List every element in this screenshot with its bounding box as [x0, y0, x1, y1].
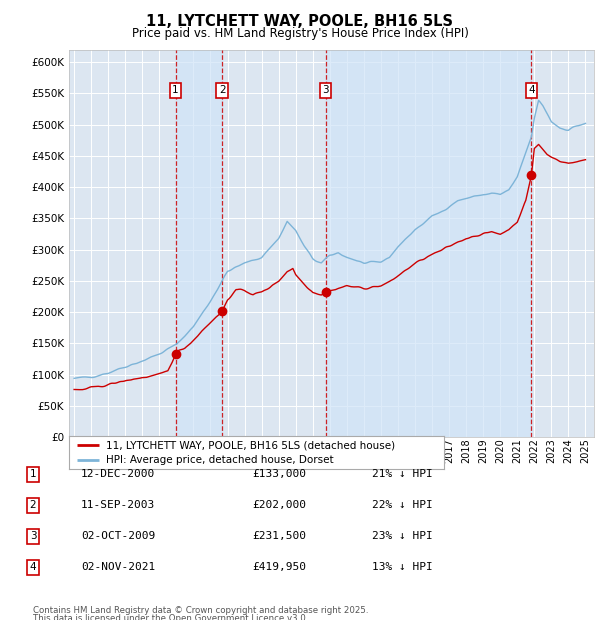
Text: 11, LYTCHETT WAY, POOLE, BH16 5LS (detached house): 11, LYTCHETT WAY, POOLE, BH16 5LS (detac…: [107, 440, 395, 450]
Text: 1: 1: [172, 86, 179, 95]
Text: 12-DEC-2000: 12-DEC-2000: [81, 469, 155, 479]
Text: 23% ↓ HPI: 23% ↓ HPI: [372, 531, 433, 541]
Text: 11-SEP-2003: 11-SEP-2003: [81, 500, 155, 510]
Text: Contains HM Land Registry data © Crown copyright and database right 2025.: Contains HM Land Registry data © Crown c…: [33, 606, 368, 616]
Text: 3: 3: [322, 86, 329, 95]
Text: £133,000: £133,000: [252, 469, 306, 479]
Text: 02-OCT-2009: 02-OCT-2009: [81, 531, 155, 541]
Text: 22% ↓ HPI: 22% ↓ HPI: [372, 500, 433, 510]
Text: £231,500: £231,500: [252, 531, 306, 541]
Text: 4: 4: [29, 562, 37, 572]
Text: 2: 2: [29, 500, 37, 510]
Text: 21% ↓ HPI: 21% ↓ HPI: [372, 469, 433, 479]
Text: 02-NOV-2021: 02-NOV-2021: [81, 562, 155, 572]
Text: 1: 1: [29, 469, 37, 479]
Text: £419,950: £419,950: [252, 562, 306, 572]
Text: HPI: Average price, detached house, Dorset: HPI: Average price, detached house, Dors…: [107, 455, 334, 465]
Text: 11, LYTCHETT WAY, POOLE, BH16 5LS: 11, LYTCHETT WAY, POOLE, BH16 5LS: [146, 14, 454, 29]
Text: Price paid vs. HM Land Registry's House Price Index (HPI): Price paid vs. HM Land Registry's House …: [131, 27, 469, 40]
Text: 4: 4: [528, 86, 535, 95]
Text: £202,000: £202,000: [252, 500, 306, 510]
Bar: [326, 50, 532, 437]
Text: 2: 2: [219, 86, 226, 95]
Text: This data is licensed under the Open Government Licence v3.0.: This data is licensed under the Open Gov…: [33, 614, 308, 620]
Bar: [176, 50, 223, 437]
Text: 13% ↓ HPI: 13% ↓ HPI: [372, 562, 433, 572]
Text: 3: 3: [29, 531, 37, 541]
